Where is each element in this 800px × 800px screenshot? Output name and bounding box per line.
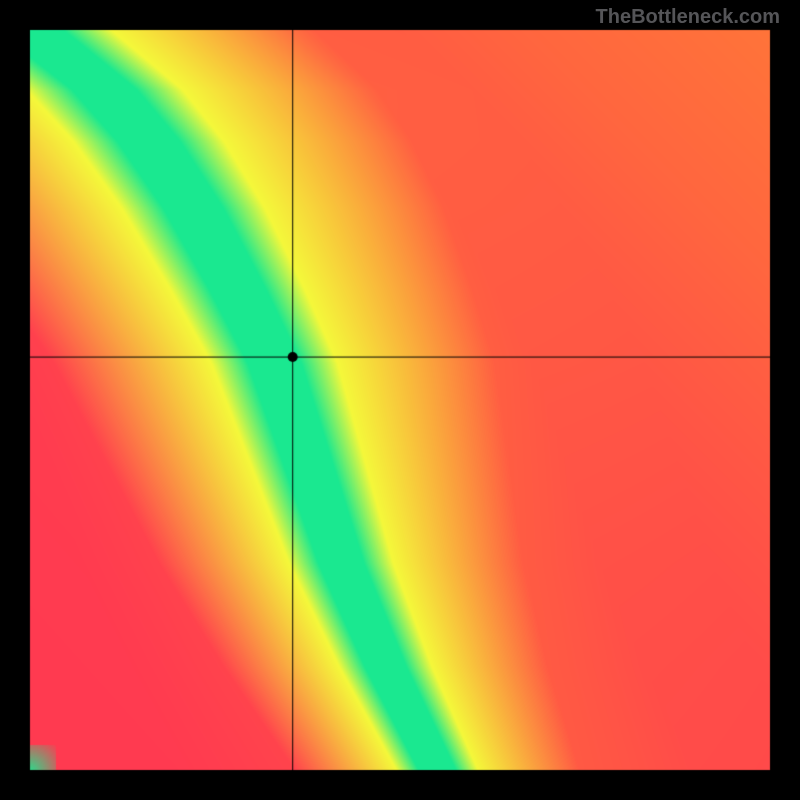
chart-container: TheBottleneck.com (0, 0, 800, 800)
watermark-text: TheBottleneck.com (596, 6, 780, 29)
bottleneck-heatmap (0, 0, 800, 800)
